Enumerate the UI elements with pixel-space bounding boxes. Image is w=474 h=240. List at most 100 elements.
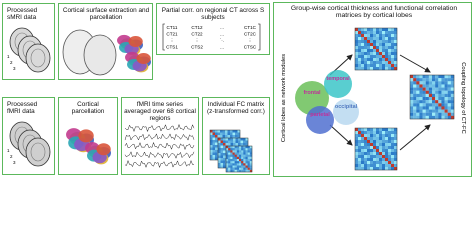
heatmap-cell <box>220 155 224 159</box>
heatmap-cell <box>370 43 374 47</box>
heatmap-cell <box>370 64 374 68</box>
heatmap-cell <box>235 130 238 133</box>
heatmap-cell <box>373 58 377 62</box>
heatmap-cell <box>245 138 249 141</box>
heatmap-cell <box>385 137 389 141</box>
heatmap-cell <box>388 40 392 44</box>
heatmap-cell <box>226 167 229 170</box>
heatmap-cell <box>444 103 448 107</box>
heatmap-cell <box>422 78 426 82</box>
heatmap-cell <box>249 167 253 170</box>
heatmap-cell <box>428 100 433 104</box>
heatmap-cell <box>239 156 242 160</box>
heatmap-cell <box>215 152 218 156</box>
side-label: Cortical lobes as network modules <box>281 54 287 142</box>
heatmap-cell <box>370 146 374 150</box>
heatmap-cell <box>223 155 226 159</box>
lobe <box>333 99 359 125</box>
heatmap-cell <box>217 132 221 136</box>
heatmap-cell <box>358 34 362 38</box>
heatmap-cell <box>438 87 442 91</box>
heatmap-cell <box>385 155 389 159</box>
heatmap-cell <box>385 31 389 35</box>
heatmap-cell <box>379 40 383 44</box>
heatmap-cell <box>419 97 423 101</box>
matrix-entry: CT2C <box>244 32 257 37</box>
heatmap-cell <box>227 135 231 138</box>
time-series <box>124 151 195 159</box>
heatmap-cell <box>358 28 362 32</box>
heatmap-cell <box>376 37 380 41</box>
heatmap-cell <box>394 155 398 159</box>
heatmap-cell <box>435 106 439 110</box>
heatmap-cell <box>382 161 386 165</box>
heatmap-cell <box>358 37 362 41</box>
heatmap-cell <box>370 152 374 156</box>
heatmap-cell <box>355 158 359 162</box>
heatmap-cell <box>438 81 442 85</box>
heatmap-cell <box>212 152 216 156</box>
heatmap-cell <box>358 52 362 56</box>
heatmap-cell <box>416 78 420 82</box>
heatmap-cell <box>243 159 246 162</box>
heatmap-cell <box>226 146 229 149</box>
heatmap-cell <box>394 158 398 162</box>
heatmap-cell <box>245 167 248 170</box>
heatmap-cell <box>416 81 420 85</box>
heatmap-cell <box>234 163 237 166</box>
heatmap-cell <box>220 140 224 144</box>
heatmap-cell <box>361 128 365 132</box>
heatmap-cell <box>230 138 234 141</box>
heatmap-cell <box>364 55 368 59</box>
heatmap-cell <box>373 49 377 53</box>
heatmap-cell <box>388 140 392 144</box>
heatmap-cell <box>388 131 392 135</box>
heatmap-cell <box>416 90 420 94</box>
heatmap-cell <box>382 43 386 47</box>
figure: Processed sMRI data Cortical surface ext… <box>2 2 472 177</box>
heatmap-cell <box>419 103 423 107</box>
heatmap-cell <box>364 146 368 150</box>
heatmap-cell <box>241 169 244 173</box>
heatmap-cell <box>382 149 386 153</box>
heatmap-cell <box>419 93 423 98</box>
heatmap-cell <box>212 155 216 158</box>
heatmap-cell <box>444 112 448 116</box>
heatmap-cell <box>243 146 246 149</box>
lobe-label: occipital <box>335 104 358 110</box>
heatmap-cell <box>232 154 235 157</box>
heatmap-cell <box>422 106 426 110</box>
heatmap-cell <box>388 161 392 165</box>
heatmap-cell <box>435 112 439 116</box>
heatmap-cell <box>245 146 248 149</box>
heatmap-cell <box>358 131 362 135</box>
heatmap-cell <box>373 128 377 132</box>
heatmap-cell <box>367 152 371 156</box>
heatmap-cell <box>364 46 368 50</box>
heatmap-cell <box>235 132 238 136</box>
heatmap-cell <box>249 156 253 160</box>
heatmap-cell <box>441 100 445 104</box>
heatmap-cell <box>223 150 226 154</box>
heatmap-cell <box>422 103 426 107</box>
heatmap-cell <box>441 81 445 85</box>
heatmap-cell <box>210 142 213 146</box>
panel-label: Cortical surface extraction and parcella… <box>62 7 150 22</box>
heatmap-cell <box>376 34 380 38</box>
heatmap-cell <box>249 154 253 157</box>
heatmap-cell <box>355 40 359 44</box>
heatmap-cell <box>232 163 235 166</box>
heatmap-cell <box>358 137 362 141</box>
heatmap-cell <box>228 156 231 160</box>
heatmap-cell <box>355 58 359 62</box>
heatmap-cell <box>450 78 455 82</box>
heatmap-cell <box>226 152 229 155</box>
heatmap-cell <box>382 40 386 44</box>
heatmap-cell <box>358 152 362 156</box>
heatmap-cell <box>235 143 239 146</box>
heatmap-cell <box>218 138 221 141</box>
heatmap-cell <box>239 150 242 153</box>
heatmap-cell <box>212 145 216 148</box>
heatmap-cell <box>355 31 359 35</box>
heatmap-cell <box>416 109 420 113</box>
